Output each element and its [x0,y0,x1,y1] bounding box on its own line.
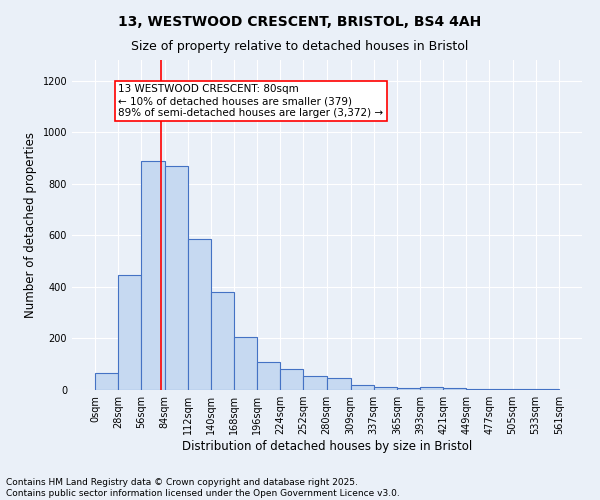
Bar [142,160,164,390]
Text: Size of property relative to detached houses in Bristol: Size of property relative to detached ho… [131,40,469,53]
Bar [374,386,397,390]
Bar [211,292,234,390]
X-axis label: Distribution of detached houses by size in Bristol: Distribution of detached houses by size … [182,440,472,453]
Bar [95,373,118,390]
Text: Contains HM Land Registry data © Crown copyright and database right 2025.
Contai: Contains HM Land Registry data © Crown c… [6,478,400,498]
Text: 13, WESTWOOD CRESCENT, BRISTOL, BS4 4AH: 13, WESTWOOD CRESCENT, BRISTOL, BS4 4AH [118,15,482,29]
Bar [280,370,304,390]
Bar [397,388,420,390]
Bar [257,362,280,390]
Y-axis label: Number of detached properties: Number of detached properties [24,132,37,318]
Bar [443,388,466,390]
Bar [304,376,326,390]
Bar [234,337,257,390]
Bar [420,387,443,390]
Bar [188,239,211,390]
Bar [118,276,142,390]
Bar [350,385,374,390]
Bar [164,166,188,390]
Bar [326,378,350,390]
Text: 13 WESTWOOD CRESCENT: 80sqm
← 10% of detached houses are smaller (379)
89% of se: 13 WESTWOOD CRESCENT: 80sqm ← 10% of det… [118,84,383,117]
